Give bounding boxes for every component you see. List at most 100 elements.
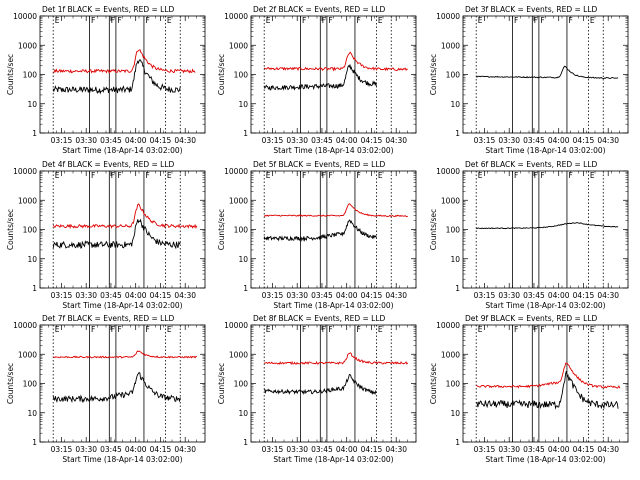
x-tick-label: 03:45 (523, 291, 545, 300)
x-tick-label: 03:30 (75, 291, 97, 300)
x-tick-label: 03:15 (474, 291, 496, 300)
y-tick-label: 100 (446, 71, 461, 80)
panel-det-9: Det 9f BLACK = Events, RED = LLD 1 10 100 10… (429, 314, 629, 464)
y-tick-label: 100 (23, 71, 38, 80)
series-lld-line (53, 350, 197, 359)
y-tick-label: 10 (238, 255, 248, 264)
event-marker-label: E (478, 171, 483, 180)
x-tick-label: 04:00 (336, 136, 358, 145)
event-marker-label: F (540, 16, 544, 25)
y-tick-label: 100 (446, 226, 461, 235)
x-tick-label: 03:15 (262, 291, 284, 300)
panel-det-7: Det 7f BLACK = Events, RED = LLD 1 10 100 10… (6, 314, 206, 464)
event-marker-label: F (91, 325, 95, 334)
x-tick-label: 03:15 (51, 291, 73, 300)
x-tick-label: 03:45 (523, 136, 545, 145)
panel-title: Det 5f BLACK = Events, RED = LLD (253, 160, 386, 169)
y-tick-label: 100 (234, 380, 249, 389)
y-tick-label: 100 (234, 226, 249, 235)
x-tick-label: 04:15 (361, 445, 383, 454)
event-marker-label: E (167, 16, 172, 25)
x-tick-label: 04:00 (336, 445, 358, 454)
event-marker-label: F (534, 171, 538, 180)
x-tick-label: 03:15 (474, 445, 496, 454)
event-marker-label: E (590, 16, 595, 25)
panel-det-8: Det 8f BLACK = Events, RED = LLD 1 10 100 10… (217, 314, 417, 464)
x-tick-label: 03:15 (474, 136, 496, 145)
event-marker-label: F (322, 171, 326, 180)
series-events-line (264, 374, 377, 396)
y-tick-label: 1000 (229, 41, 248, 50)
y-tick-label: 1 (243, 129, 248, 138)
series-lld-line (263, 51, 408, 72)
event-marker-label: F (356, 325, 360, 334)
y-tick-label: 10000 (436, 321, 460, 330)
y-tick-label: 10 (450, 409, 460, 418)
panel-title: Det 4f BLACK = Events, RED = LLD (42, 160, 175, 169)
y-tick-label: 10000 (13, 167, 37, 176)
y-axis-label: Counts/sec (6, 54, 15, 95)
y-tick-label: 1 (455, 129, 460, 138)
series-lld-line (52, 49, 196, 74)
event-marker-label: F (356, 171, 360, 180)
y-tick-label: 1000 (18, 196, 37, 205)
x-tick-label: 03:45 (311, 445, 333, 454)
event-marker-label: F (328, 325, 332, 334)
event-marker-label: E (55, 325, 60, 334)
x-tick-label: 03:30 (286, 291, 308, 300)
x-tick-label: 04:00 (125, 445, 147, 454)
x-tick-label: 04:30 (597, 136, 619, 145)
y-tick-label: 10 (27, 409, 37, 418)
y-tick-label: 10000 (13, 12, 37, 21)
x-tick-label: 04:15 (361, 136, 383, 145)
panel-det-4: Det 4f BLACK = Events, RED = LLD 1 10 100 10… (6, 160, 206, 310)
event-marker-label: F (534, 325, 538, 334)
event-marker-label: E (55, 16, 60, 25)
panel-det-2: Det 2f BLACK = Events, RED = LLD 1 10 100 10… (217, 5, 417, 155)
series-lld-line (263, 203, 408, 218)
y-tick-label: 10000 (224, 12, 248, 21)
panel-title: Det 6f BLACK = Events, RED = LLD (465, 160, 598, 169)
event-marker-label: F (356, 16, 360, 25)
y-tick-label: 10 (238, 409, 248, 418)
event-marker-label: F (117, 16, 121, 25)
x-tick-label: 04:30 (597, 445, 619, 454)
x-axis-label: Start Time (18-Apr-14 03:02:00) (485, 455, 605, 464)
x-tick-label: 04:15 (573, 445, 595, 454)
panel-det-3: Det 3f BLACK = Events, RED = LLD 1 10 100 10… (429, 5, 629, 155)
x-tick-label: 04:30 (385, 445, 407, 454)
panel-title: Det 9f BLACK = Events, RED = LLD (465, 314, 598, 323)
y-tick-label: 1 (455, 438, 460, 447)
x-tick-label: 03:30 (75, 445, 97, 454)
event-marker-label: E (378, 325, 383, 334)
x-tick-label: 04:00 (548, 136, 570, 145)
x-tick-label: 03:30 (498, 136, 520, 145)
event-marker-label: F (145, 16, 149, 25)
x-tick-label: 04:15 (150, 136, 172, 145)
x-axis-label: Start Time (18-Apr-14 03:02:00) (273, 455, 393, 464)
panel-det-6: Det 6f BLACK = Events, RED = LLD 1 10 100 10… (429, 160, 629, 310)
y-tick-label: 1 (32, 129, 37, 138)
x-tick-label: 03:45 (311, 291, 333, 300)
y-axis-label: Counts/sec (6, 209, 15, 250)
y-tick-label: 10 (450, 100, 460, 109)
event-marker-label: E (590, 171, 595, 180)
x-axis-label: Start Time (18-Apr-14 03:02:00) (62, 455, 182, 464)
y-axis-label: Counts/sec (217, 363, 226, 404)
series-lld-line (52, 203, 198, 230)
event-marker-label: E (478, 325, 483, 334)
x-tick-label: 03:15 (51, 136, 73, 145)
y-tick-label: 10000 (13, 321, 37, 330)
y-tick-label: 10 (27, 100, 37, 109)
x-axis-label: Start Time (18-Apr-14 03:02:00) (62, 146, 182, 155)
series-events-line (52, 371, 181, 404)
y-tick-label: 1000 (441, 196, 460, 205)
event-marker-label: E (266, 16, 271, 25)
series-events-line (52, 59, 181, 95)
x-tick-label: 04:15 (573, 136, 595, 145)
panel-det-5: Det 5f BLACK = Events, RED = LLD 1 10 100 10… (217, 160, 417, 310)
y-axis-label: Counts/sec (217, 54, 226, 95)
event-marker-label: F (568, 325, 572, 334)
panel-title: Det 7f BLACK = Events, RED = LLD (42, 314, 175, 323)
